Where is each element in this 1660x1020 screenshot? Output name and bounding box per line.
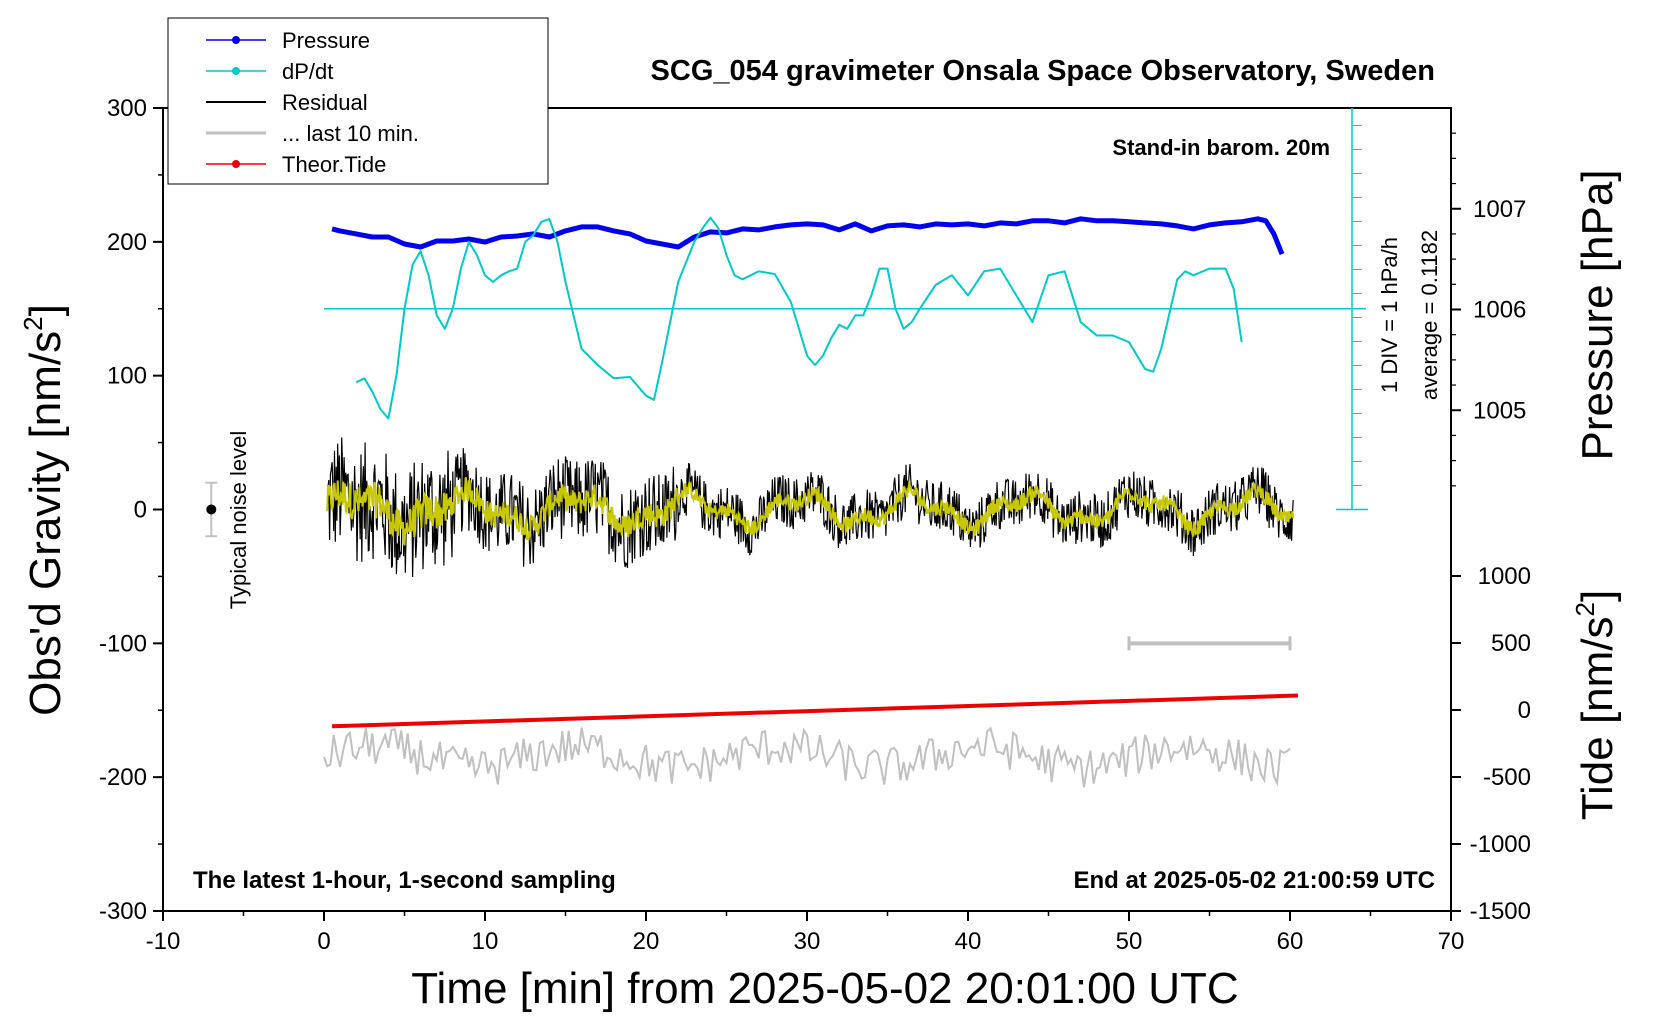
x-tick-label: 50 xyxy=(1116,928,1143,955)
series-line-theor-tide xyxy=(332,693,1299,729)
legend-marker xyxy=(232,36,240,44)
tide-tick-label: 500 xyxy=(1491,630,1531,657)
x-tick-label: 10 xyxy=(472,928,499,955)
x-tick-label: 40 xyxy=(955,928,982,955)
residual-smoothed-series xyxy=(326,477,1295,546)
y-tick-label: -300 xyxy=(99,898,147,925)
dpdt-scale-axis xyxy=(1336,108,1368,511)
x-tick-label: 70 xyxy=(1438,928,1465,955)
series-lines xyxy=(331,216,1299,729)
y-tick-label: 100 xyxy=(107,363,147,390)
legend-label: Theor.Tide xyxy=(282,152,386,177)
y-tick-label: 200 xyxy=(107,229,147,256)
x-tick-label: 30 xyxy=(794,928,821,955)
residual-line xyxy=(326,437,1294,578)
residual-series xyxy=(326,437,1294,578)
y-tick-label: -100 xyxy=(99,630,147,657)
legend-marker xyxy=(232,160,240,168)
x-tick-label: -10 xyxy=(146,928,181,955)
tide-axis-title-main: Tide [nm/s xyxy=(1573,616,1622,820)
tide-axis-title: Tide [nm/s2] xyxy=(1570,590,1622,820)
y-tick-label: 0 xyxy=(134,497,147,524)
series-line-dp-dt xyxy=(355,216,1243,420)
pressure-tick-label: 1006 xyxy=(1473,297,1526,324)
axis-ticks: -10 0 10 20 30 40 50 60 70-300-200-1000100200300… xyxy=(99,95,1531,955)
pressure-axis-title: Pressure [hPa] xyxy=(1573,169,1622,460)
div-label: 1 DIV = 1 hPa/h xyxy=(1377,237,1402,393)
tide-axis-title-end: ] xyxy=(1573,590,1622,602)
tide-axis-title-sup: 2 xyxy=(1570,602,1600,616)
last-10-min-line xyxy=(323,726,1291,788)
x-tick-label: 60 xyxy=(1277,928,1304,955)
tide-tick-label: 0 xyxy=(1518,697,1531,724)
y-axis-title-end: ] xyxy=(21,304,70,316)
x-tick-label: 0 xyxy=(317,928,330,955)
series-line-pressure xyxy=(331,216,1285,256)
noise-level-label: Typical noise level xyxy=(226,431,251,610)
legend-label: Pressure xyxy=(282,28,370,53)
pressure-tick-label: 1007 xyxy=(1473,196,1526,223)
legend-label: dP/dt xyxy=(282,59,333,84)
noise-bar-dot xyxy=(206,504,217,515)
sampling-note: The latest 1-hour, 1-second sampling xyxy=(193,867,616,894)
last-10-min-series xyxy=(323,726,1291,788)
residual-smoothed-line xyxy=(326,477,1295,546)
tide-tick-label: 1000 xyxy=(1478,563,1531,590)
pressure-tick-label: 1005 xyxy=(1473,397,1526,424)
x-tick-label: 20 xyxy=(633,928,660,955)
tide-tick-label: -1500 xyxy=(1470,898,1531,925)
legend: Pressure dP/dt Residual ... last 10 min. The… xyxy=(167,17,549,185)
y-axis-title-sup: 2 xyxy=(18,316,48,330)
x-axis-title: Time [min] from 2025-05-02 20:01:00 UTC xyxy=(411,964,1238,1013)
legend-marker xyxy=(232,67,240,75)
y-tick-label: 300 xyxy=(107,95,147,122)
y-axis-title: Obs'd Gravity [nm/s2] xyxy=(18,304,70,716)
average-label: average = 0.1182 xyxy=(1417,230,1442,400)
end-time-note: End at 2025-05-02 21:00:59 UTC xyxy=(1074,867,1436,894)
legend-label: ... last 10 min. xyxy=(282,121,419,146)
chart-title: SCG_054 gravimeter Onsala Space Observat… xyxy=(651,55,1435,87)
stand-in-baro-note: Stand-in barom. 20m xyxy=(1112,135,1330,160)
tide-tick-label: -1000 xyxy=(1470,831,1531,858)
noise-level-bar xyxy=(205,481,218,538)
legend-label: Residual xyxy=(282,90,368,115)
tide-tick-label: -500 xyxy=(1483,764,1531,791)
y-tick-label: -200 xyxy=(99,764,147,791)
last-10-min-bar xyxy=(1127,636,1292,651)
y-axis-title-main: Obs'd Gravity [nm/s xyxy=(21,331,70,716)
